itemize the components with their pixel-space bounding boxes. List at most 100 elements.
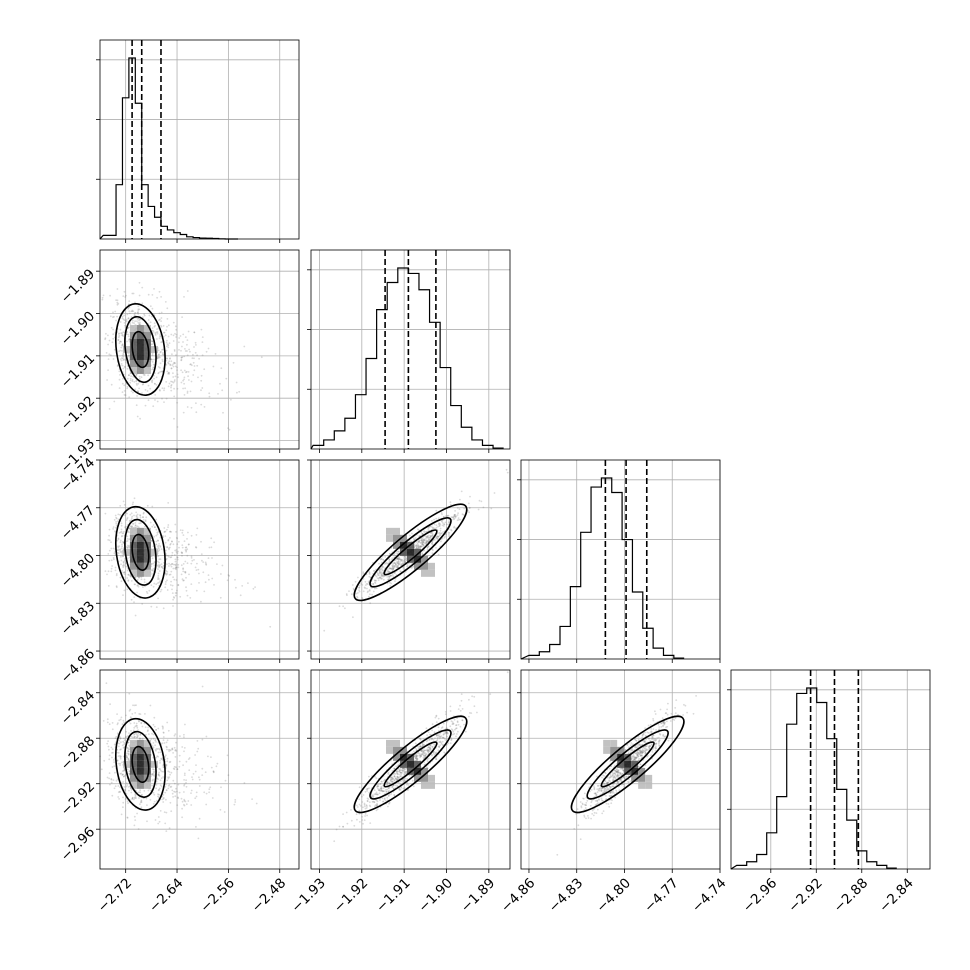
scatter-point: [382, 790, 385, 793]
scatter-point: [389, 779, 392, 782]
scatter-point: [168, 827, 171, 830]
scatter-point: [121, 364, 124, 367]
scatter-point: [183, 774, 186, 776]
scatter-point: [468, 506, 471, 509]
scatter-point: [672, 718, 675, 720]
scatter-point: [126, 313, 129, 316]
scatter-point: [429, 749, 432, 751]
scatter-point: [446, 727, 449, 730]
scatter-point: [123, 743, 125, 746]
scatter-point: [138, 375, 141, 378]
scatter-point: [161, 370, 164, 373]
scatter-point: [161, 341, 164, 343]
scatter-point: [357, 592, 359, 594]
density-cell: [136, 753, 144, 761]
scatter-point: [133, 798, 135, 801]
scatter-point: [133, 726, 136, 729]
scatter-point: [385, 790, 388, 793]
scatter-point: [151, 379, 154, 382]
scatter-point: [374, 804, 377, 806]
scatter-point: [200, 379, 203, 382]
scatter-point: [610, 802, 613, 805]
scatter-point: [108, 549, 111, 552]
density-cell: [136, 569, 144, 577]
scatter-point: [434, 539, 436, 541]
scatter-point: [181, 578, 184, 581]
scatter-point: [366, 591, 369, 594]
scatter-point: [183, 378, 185, 381]
scatter-point: [139, 321, 141, 324]
scatter-point: [359, 805, 362, 807]
scatter-point: [172, 576, 175, 579]
scatter-point: [128, 710, 131, 712]
scatter-point: [447, 742, 450, 744]
scatter-point: [388, 576, 391, 578]
scatter-point: [368, 575, 371, 578]
scatter-point: [435, 715, 438, 718]
scatter-point: [420, 755, 422, 757]
scatter-point: [157, 727, 160, 730]
density-cell: [400, 534, 407, 542]
scatter-point: [122, 500, 125, 503]
scatter-point: [185, 550, 188, 553]
scatter-point: [351, 584, 354, 586]
scatter-point: [385, 562, 387, 565]
scatter-point: [425, 536, 428, 539]
scatter-point: [181, 546, 184, 549]
contour-1: [369, 729, 452, 800]
scatter-point: [362, 806, 364, 809]
scatter-point: [137, 734, 139, 737]
scatter-point: [125, 565, 127, 568]
scatter-point: [380, 558, 382, 560]
scatter-point: [397, 559, 400, 562]
scatter-point: [156, 332, 159, 335]
scatter-point: [161, 725, 164, 728]
scatter-point: [154, 739, 157, 741]
scatter-point: [159, 751, 162, 754]
density-cell: [143, 325, 151, 332]
scatter-point: [151, 380, 153, 383]
scatter-point: [142, 518, 145, 521]
scatter-point: [122, 563, 125, 566]
scatter-point: [195, 344, 197, 346]
scatter-point: [431, 532, 434, 535]
scatter-point: [138, 323, 141, 326]
scatter-point: [383, 563, 386, 565]
scatter-point: [402, 562, 405, 565]
scatter-point: [122, 335, 124, 337]
scatter-point: [153, 564, 156, 566]
scatter-point: [184, 350, 187, 352]
scatter-point: [356, 818, 358, 821]
scatter-point: [391, 786, 394, 788]
scatter-point: [166, 563, 168, 566]
scatter-point: [456, 519, 459, 522]
scatter-point: [110, 570, 113, 573]
scatter-point: [627, 781, 630, 784]
contour-2: [115, 717, 166, 811]
scatter-point: [159, 356, 161, 359]
density-cell: [129, 541, 137, 549]
scatter-point: [128, 310, 131, 312]
scatter-point: [122, 806, 124, 809]
scatter-point: [157, 546, 160, 549]
scatter-point: [116, 539, 119, 542]
scatter-point: [601, 812, 604, 815]
scatter-point: [111, 752, 113, 754]
scatter-point: [423, 544, 425, 547]
scatter-point: [165, 381, 168, 383]
scatter-point: [350, 593, 353, 596]
scatter-point: [625, 775, 628, 778]
scatter-point: [178, 546, 180, 549]
scatter-point: [424, 543, 427, 545]
scatter-point: [641, 752, 643, 755]
density-cell: [421, 562, 428, 570]
scatter-point: [220, 573, 222, 575]
scatter-point: [382, 559, 385, 562]
scatter-point: [418, 747, 420, 750]
scatter-point: [115, 735, 118, 738]
scatter-point: [156, 328, 158, 330]
scatter-point: [424, 752, 427, 754]
scatter-point: [415, 544, 418, 547]
scatter-point: [426, 739, 429, 742]
